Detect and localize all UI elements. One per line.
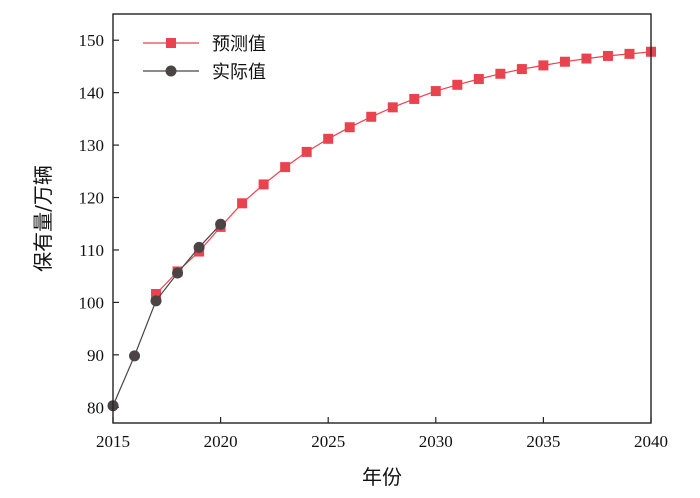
data-point-predicted bbox=[559, 56, 570, 67]
data-point-predicted bbox=[280, 162, 291, 173]
data-point-predicted bbox=[452, 79, 463, 90]
y-tick-label: 110 bbox=[79, 241, 104, 260]
data-point-predicted bbox=[387, 102, 398, 113]
data-point-predicted bbox=[538, 60, 549, 71]
legend-predicted-label: 预测值 bbox=[212, 34, 266, 55]
data-point-actual bbox=[215, 218, 227, 230]
data-point-predicted bbox=[344, 122, 355, 133]
x-tick-label: 2025 bbox=[311, 432, 345, 451]
data-point-predicted bbox=[624, 48, 635, 59]
data-point-predicted bbox=[366, 111, 377, 122]
axis-ticks: 2015 2020 2025 2030 2035 2040 80 90 100 110 120 130… bbox=[79, 31, 669, 451]
data-point-predicted bbox=[409, 93, 420, 104]
legend-entry-actual: 实际值 bbox=[143, 62, 266, 83]
y-axis-title: 保有量/万辆 bbox=[31, 165, 55, 272]
data-point-actual bbox=[150, 295, 162, 307]
x-tick-label: 2030 bbox=[419, 432, 453, 451]
data-point-predicted bbox=[581, 53, 592, 64]
y-tick-label: 130 bbox=[79, 136, 105, 155]
series-line-0 bbox=[155, 51, 652, 295]
data-point-predicted bbox=[323, 133, 334, 144]
y-tick-label: 140 bbox=[79, 84, 105, 103]
series-layer bbox=[107, 46, 656, 412]
legend-entry-predicted: 预测值 bbox=[143, 34, 266, 55]
x-axis-title: 年份 bbox=[362, 465, 402, 489]
data-point-predicted bbox=[495, 68, 506, 79]
x-tick-label: 2040 bbox=[634, 432, 668, 451]
x-tick-label: 2035 bbox=[526, 432, 560, 451]
y-tick-label: 80 bbox=[87, 398, 104, 417]
data-point-actual bbox=[129, 350, 141, 362]
data-point-predicted bbox=[473, 74, 484, 85]
x-tick-label: 2020 bbox=[204, 432, 238, 451]
y-tick-label: 90 bbox=[87, 346, 104, 365]
data-point-predicted bbox=[151, 289, 162, 300]
data-point-predicted bbox=[301, 146, 312, 157]
legend-predicted-marker bbox=[166, 38, 176, 48]
legend-actual-label: 实际值 bbox=[212, 62, 266, 83]
legend-actual-marker bbox=[165, 65, 177, 77]
plot-frame bbox=[112, 13, 652, 424]
data-point-predicted bbox=[258, 179, 269, 190]
data-point-predicted bbox=[602, 50, 613, 61]
data-point-actual bbox=[172, 267, 184, 279]
y-tick-label: 100 bbox=[79, 293, 105, 312]
y-tick-label: 150 bbox=[79, 31, 105, 50]
data-point-predicted bbox=[516, 64, 527, 75]
data-point-actual bbox=[193, 241, 205, 253]
y-tick-label: 120 bbox=[79, 189, 105, 208]
data-point-predicted bbox=[430, 86, 441, 97]
series-line-1 bbox=[112, 223, 222, 406]
legend: 预测值 实际值 bbox=[143, 34, 266, 83]
x-tick-label: 2015 bbox=[96, 432, 130, 451]
data-point-predicted bbox=[237, 198, 248, 209]
